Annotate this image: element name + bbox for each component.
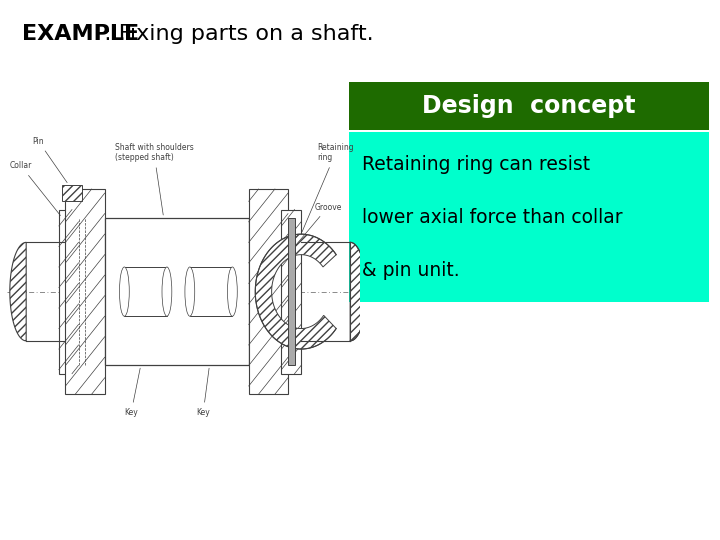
Bar (190, 267, 233, 316)
Bar (248, 189, 288, 394)
Bar (282, 210, 301, 374)
PathPatch shape (10, 242, 26, 341)
Ellipse shape (228, 267, 238, 316)
Ellipse shape (120, 267, 130, 316)
Text: EXAMPLE: EXAMPLE (22, 24, 139, 44)
FancyBboxPatch shape (349, 82, 709, 130)
Bar (125, 267, 167, 316)
Text: Collar: Collar (10, 161, 60, 215)
Text: Retaining
ring: Retaining ring (302, 143, 354, 232)
Text: Design  concept: Design concept (423, 94, 636, 118)
Text: & pin unit.: & pin unit. (362, 261, 460, 280)
Text: Retaining ring can resist: Retaining ring can resist (362, 155, 590, 174)
FancyBboxPatch shape (349, 132, 709, 302)
Bar (66, 189, 104, 394)
Text: : Fixing parts on a shaft.: : Fixing parts on a shaft. (97, 24, 374, 44)
Ellipse shape (162, 267, 172, 316)
Bar (104, 218, 248, 366)
Bar (59, 210, 78, 374)
Text: Shaft with shoulders
(stepped shaft): Shaft with shoulders (stepped shaft) (114, 143, 193, 215)
PathPatch shape (256, 234, 336, 349)
Text: Key: Key (197, 368, 210, 417)
Text: lower axial force than collar: lower axial force than collar (362, 208, 623, 227)
Text: Groove: Groove (293, 202, 341, 248)
Text: Key: Key (125, 368, 140, 417)
Bar (62, 185, 82, 201)
Text: Pin: Pin (32, 137, 67, 183)
PathPatch shape (350, 242, 366, 341)
Bar (288, 218, 294, 366)
Ellipse shape (185, 267, 194, 316)
